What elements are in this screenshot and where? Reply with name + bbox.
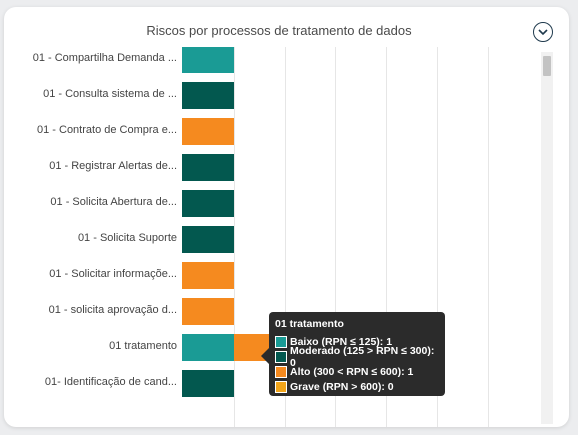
chart-tooltip: 01 tratamento Baixo (RPN ≤ 125): 1 Moder…	[269, 312, 445, 396]
tooltip-row-grave: Grave (RPN > 600): 0	[275, 379, 439, 394]
tooltip-text-grave: Grave (RPN > 600): 0	[290, 380, 394, 393]
chart-card: Riscos por processos de tratamento de da…	[4, 7, 569, 427]
tooltip-title: 01 tratamento	[275, 318, 344, 330]
tooltip-text-alto: Alto (300 < RPN ≤ 600): 1	[290, 365, 414, 378]
bar-chart: 01 - Compartilha Demanda ... 01 - Consult…	[4, 47, 544, 427]
bar-segment[interactable]	[182, 81, 234, 109]
category-label: 01 - Contrato de Compra e...	[36, 124, 177, 136]
category-label: 01 - Solicitar informaçõe...	[49, 268, 177, 280]
scrollbar-thumb[interactable]	[543, 56, 551, 76]
bar-segment[interactable]	[182, 297, 234, 325]
gridline	[436, 47, 438, 427]
tooltip-arrow	[261, 348, 269, 364]
bar-segment[interactable]	[182, 261, 234, 289]
category-label: 01- Identificação de cand...	[44, 376, 177, 388]
category-label: 01 - Compartilha Demanda ...	[32, 52, 177, 64]
bar-segment[interactable]	[182, 333, 234, 361]
gridline	[234, 47, 235, 427]
gridline	[386, 47, 388, 427]
tooltip-swatch-moderado	[275, 350, 287, 363]
collapse-button[interactable]	[533, 22, 553, 42]
bar-segment[interactable]	[182, 225, 234, 253]
category-label: 01 - Registrar Alertas de...	[49, 160, 177, 172]
tooltip-row-baixo: Baixo (RPN ≤ 125): 1	[275, 334, 439, 349]
tooltip-swatch-grave	[275, 380, 287, 393]
category-label: 01 - Solicita Suporte	[77, 232, 177, 244]
tooltip-swatch-alto	[275, 365, 287, 378]
bar-segment[interactable]	[182, 117, 234, 145]
bar-segment[interactable]	[182, 153, 234, 181]
tooltip-swatch-baixo	[275, 335, 287, 348]
chart-scrollbar[interactable]	[541, 52, 553, 424]
bar-segment[interactable]	[182, 189, 234, 217]
tooltip-text-moderado: Moderado (125 > RPN ≤ 300): 0	[290, 344, 435, 369]
category-label: 01 - Solicita Abertura de...	[50, 196, 177, 208]
chevron-down-icon	[538, 28, 548, 35]
tooltip-text-baixo: Baixo (RPN ≤ 125): 1	[290, 335, 393, 348]
chart-title: Riscos por processos de tratamento de da…	[146, 23, 412, 38]
category-label: 01 tratamento	[109, 340, 177, 352]
gridline	[284, 47, 286, 427]
category-label: 01 - solicita aprovação d...	[48, 304, 177, 316]
bar-segment[interactable]	[182, 47, 234, 73]
gridline	[487, 47, 489, 427]
tooltip-row-alto: Alto (300 < RPN ≤ 600): 1	[275, 364, 439, 379]
tooltip-row-moderado: Moderado (125 > RPN ≤ 300): 0	[275, 345, 439, 369]
gridline	[335, 47, 337, 427]
category-label: 01 - Consulta sistema de ...	[43, 88, 177, 100]
bar-segment[interactable]	[182, 369, 234, 397]
